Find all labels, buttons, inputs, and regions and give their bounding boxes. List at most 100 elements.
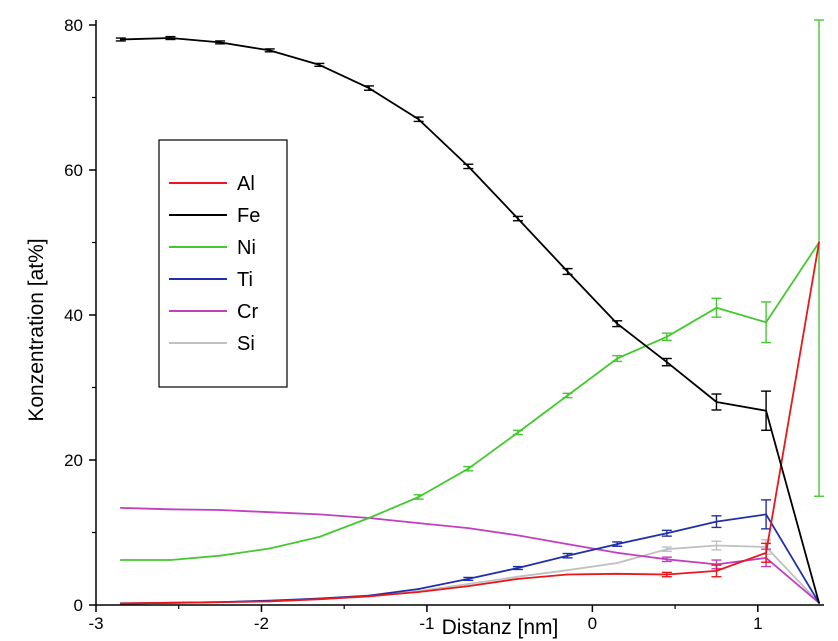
data-point bbox=[467, 165, 470, 168]
plot-lines bbox=[115, 19, 825, 605]
y-tick-label: 60 bbox=[64, 161, 83, 180]
data-point bbox=[665, 335, 668, 338]
x-axis-title: Distanz [nm] bbox=[442, 616, 559, 639]
legend-item-si: Si bbox=[169, 333, 255, 355]
legend-label: Si bbox=[237, 333, 255, 355]
data-point bbox=[417, 588, 420, 590]
y-tick-label: 80 bbox=[64, 16, 83, 35]
data-point bbox=[467, 527, 470, 530]
x-tick-label: -1 bbox=[419, 614, 434, 633]
data-point bbox=[219, 554, 221, 557]
data-point bbox=[268, 547, 271, 550]
data-point bbox=[169, 559, 172, 561]
data-point bbox=[318, 63, 321, 66]
series-ni bbox=[119, 19, 825, 561]
legend-item-cr: Cr bbox=[169, 301, 258, 323]
x-tick-label: -2 bbox=[254, 614, 269, 633]
data-point bbox=[715, 544, 718, 547]
data-point bbox=[517, 575, 519, 578]
data-point bbox=[467, 585, 470, 588]
data-point bbox=[765, 321, 767, 324]
data-point bbox=[517, 567, 519, 569]
data-point bbox=[566, 569, 569, 572]
data-point bbox=[765, 551, 767, 554]
legend-box bbox=[158, 139, 288, 388]
data-point bbox=[268, 511, 271, 514]
data-point bbox=[765, 513, 767, 516]
data-point bbox=[318, 535, 321, 538]
series-ti bbox=[119, 499, 820, 605]
data-point bbox=[318, 598, 321, 601]
data-point bbox=[517, 217, 519, 220]
data-point bbox=[467, 583, 470, 585]
data-point bbox=[318, 513, 321, 516]
data-point bbox=[119, 506, 122, 509]
data-point bbox=[119, 559, 122, 561]
y-tick-label: 0 bbox=[74, 596, 83, 615]
data-point bbox=[467, 578, 470, 580]
data-point bbox=[169, 601, 172, 604]
data-point bbox=[417, 591, 420, 593]
data-point bbox=[715, 306, 718, 309]
data-point bbox=[765, 409, 767, 412]
legend-label: Ti bbox=[237, 269, 253, 291]
legend-label: Fe bbox=[237, 205, 260, 227]
legend-item-al: Al bbox=[169, 173, 255, 195]
data-point bbox=[566, 554, 569, 557]
data-point bbox=[818, 601, 820, 604]
data-point bbox=[715, 401, 718, 403]
data-point bbox=[665, 558, 668, 561]
data-point bbox=[517, 431, 519, 434]
data-point bbox=[616, 543, 619, 545]
data-point bbox=[665, 573, 668, 576]
legend-item-ni: Ni bbox=[169, 237, 256, 259]
data-point bbox=[219, 509, 221, 511]
data-point bbox=[566, 394, 569, 397]
data-point bbox=[616, 562, 619, 564]
data-point bbox=[219, 601, 221, 603]
legend-label: Al bbox=[237, 173, 255, 195]
data-point bbox=[268, 49, 271, 52]
legend-item-fe: Fe bbox=[169, 205, 260, 227]
x-tick-label: -3 bbox=[88, 614, 103, 633]
data-point bbox=[616, 357, 619, 360]
y-tick-label: 20 bbox=[64, 451, 83, 470]
data-point bbox=[268, 600, 271, 603]
data-point bbox=[616, 572, 619, 575]
data-point bbox=[219, 41, 221, 44]
data-point bbox=[368, 595, 370, 598]
data-point bbox=[169, 508, 172, 511]
data-point bbox=[417, 496, 420, 498]
legend: Al Fe Ni Ti Cr Si bbox=[158, 139, 288, 388]
data-point bbox=[616, 322, 619, 325]
y-tick-label: 40 bbox=[64, 306, 83, 325]
legend-item-ti: Ti bbox=[169, 269, 253, 291]
data-point bbox=[715, 570, 718, 572]
series-al bbox=[119, 241, 820, 605]
data-point bbox=[566, 270, 569, 273]
data-point bbox=[417, 118, 420, 121]
data-point bbox=[665, 532, 668, 535]
data-point bbox=[566, 543, 569, 545]
error-bar bbox=[814, 19, 825, 497]
data-point bbox=[119, 602, 122, 605]
data-point bbox=[665, 361, 668, 364]
legend-label: Ni bbox=[237, 237, 256, 259]
series-fe bbox=[115, 35, 820, 604]
data-point bbox=[715, 520, 718, 523]
data-point bbox=[119, 38, 122, 41]
data-point bbox=[566, 573, 569, 576]
data-point bbox=[417, 522, 420, 524]
data-point bbox=[368, 87, 370, 89]
x-tick-label: 0 bbox=[588, 614, 597, 633]
data-point bbox=[616, 551, 619, 554]
data-point bbox=[818, 241, 820, 244]
x-tick-label: 1 bbox=[753, 614, 762, 633]
y-axis-title: Konzentration [at%] bbox=[25, 238, 48, 421]
data-point bbox=[517, 534, 519, 537]
data-point bbox=[368, 517, 370, 519]
data-point bbox=[665, 548, 668, 551]
data-point bbox=[517, 578, 519, 580]
